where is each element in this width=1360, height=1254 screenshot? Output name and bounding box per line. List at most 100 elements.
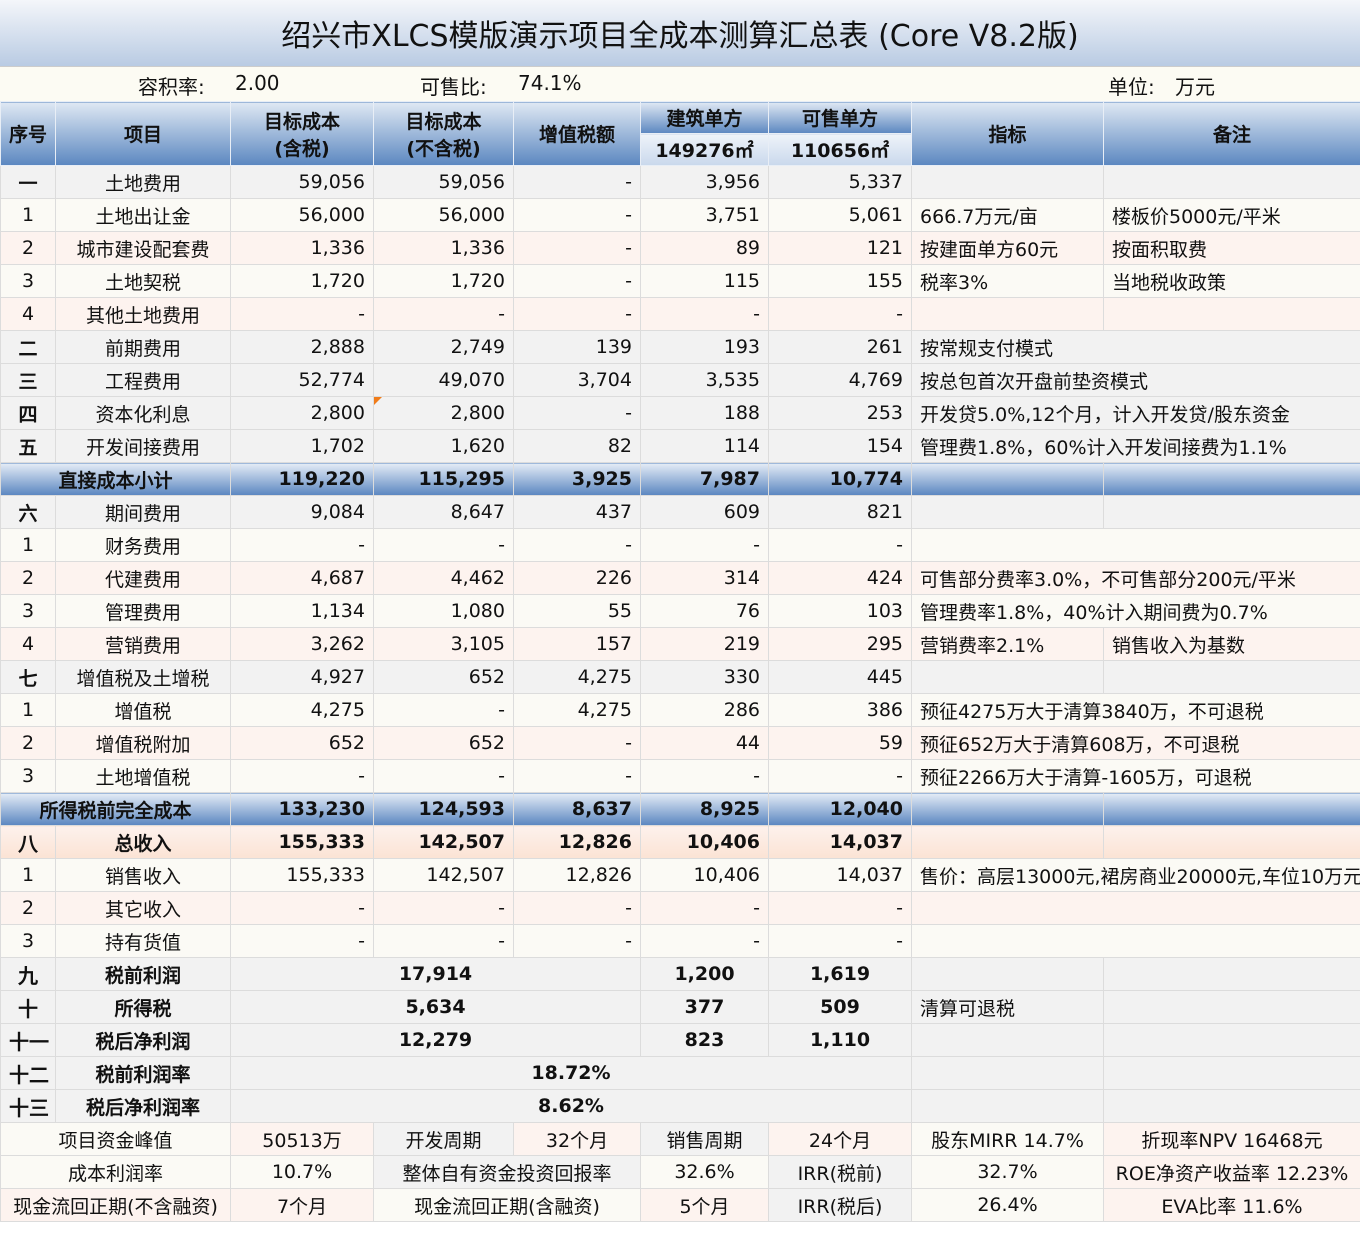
item-cell[interactable]: 税前利润率 xyxy=(55,1056,231,1090)
value-cell[interactable]: - xyxy=(640,891,769,925)
note-cell[interactable] xyxy=(1103,1023,1360,1057)
summary-label[interactable]: 成本利润率 xyxy=(0,1155,231,1189)
value-cell[interactable]: - xyxy=(373,297,514,331)
summary-label[interactable]: 整体自有资金投资回报率 xyxy=(373,1155,641,1189)
header-building-area[interactable]: 149276㎡ xyxy=(640,133,769,166)
value-cell[interactable]: 157 xyxy=(513,627,641,661)
item-cell[interactable]: 土地契税 xyxy=(55,264,231,298)
summary-label[interactable]: 项目资金峰值 xyxy=(0,1122,231,1156)
value-cell[interactable]: - xyxy=(513,198,641,232)
value-cell[interactable]: 59 xyxy=(768,726,912,760)
note-cell[interactable] xyxy=(1103,495,1360,529)
value-cell[interactable]: 821 xyxy=(768,495,912,529)
item-cell[interactable]: 税前利润 xyxy=(55,957,231,991)
value-cell[interactable]: - xyxy=(513,264,641,298)
indicator-cell[interactable]: 预征652万大于清算608万，不可退税 xyxy=(911,726,1360,760)
note-cell[interactable] xyxy=(1103,990,1360,1024)
value-cell[interactable]: - xyxy=(230,528,374,562)
indicator-cell[interactable]: 税率3% xyxy=(911,264,1104,298)
summary-value[interactable]: 10.7% xyxy=(230,1155,374,1189)
summary-label[interactable]: 开发周期 xyxy=(373,1122,514,1156)
summary-label[interactable]: IRR(税前) xyxy=(768,1155,912,1189)
indicator-cell[interactable]: 管理费率1.8%，40%计入期间费为0.7% xyxy=(911,594,1360,628)
value-cell[interactable]: - xyxy=(513,396,641,430)
indicator-cell[interactable]: 售价：高层13000元,裙房商业20000元,车位10万元/个 xyxy=(911,858,1360,892)
summary-label[interactable]: ROE净资产收益率 12.23% xyxy=(1103,1155,1360,1189)
value-cell[interactable]: 1,620 xyxy=(373,429,514,463)
value-cell[interactable]: 3,262 xyxy=(230,627,374,661)
value-cell[interactable]: 261 xyxy=(768,330,912,364)
value-cell[interactable]: 5,061 xyxy=(768,198,912,232)
value-cell[interactable]: 3,956 xyxy=(640,165,769,199)
indicator-cell[interactable] xyxy=(911,495,1104,529)
item-cell[interactable]: 增值税 xyxy=(55,693,231,727)
rate-value-cell[interactable]: 8.62% xyxy=(230,1089,912,1123)
note-cell[interactable] xyxy=(1103,825,1360,859)
no-cell[interactable]: 二 xyxy=(0,330,56,364)
summary-value[interactable]: 7个月 xyxy=(230,1188,374,1222)
value-cell[interactable]: 12,826 xyxy=(513,858,641,892)
item-cell[interactable]: 所得税前完全成本 xyxy=(0,792,231,826)
value-cell[interactable]: 4,927 xyxy=(230,660,374,694)
indicator-cell[interactable] xyxy=(911,825,1104,859)
value-cell[interactable]: 119,220 xyxy=(230,462,374,496)
value-cell[interactable]: - xyxy=(513,924,641,958)
no-cell[interactable]: 1 xyxy=(0,528,56,562)
indicator-cell[interactable] xyxy=(911,1056,1104,1090)
summary-label[interactable]: 现金流回正期(含融资) xyxy=(373,1188,641,1222)
value-cell[interactable]: 253 xyxy=(768,396,912,430)
rate-value-cell[interactable]: 18.72% xyxy=(230,1056,912,1090)
value-cell[interactable]: 114 xyxy=(640,429,769,463)
value-cell[interactable]: - xyxy=(373,693,514,727)
value-cell[interactable]: 1,336 xyxy=(230,231,374,265)
value-cell[interactable]: 4,462 xyxy=(373,561,514,595)
indicator-cell[interactable] xyxy=(911,924,1360,958)
value-cell[interactable]: 124,593 xyxy=(373,792,514,826)
item-cell[interactable]: 土地增值税 xyxy=(55,759,231,793)
value-cell[interactable]: 9,084 xyxy=(230,495,374,529)
value-cell[interactable]: - xyxy=(640,759,769,793)
no-cell[interactable]: 十一 xyxy=(0,1023,56,1057)
note-cell[interactable]: 楼板价5000元/平米 xyxy=(1103,198,1360,232)
indicator-cell[interactable] xyxy=(911,528,1360,562)
item-cell[interactable]: 总收入 xyxy=(55,825,231,859)
value-cell[interactable]: 2,800 xyxy=(373,396,514,430)
value-cell[interactable]: - xyxy=(373,528,514,562)
value-cell[interactable]: 115,295 xyxy=(373,462,514,496)
value-cell[interactable]: - xyxy=(640,297,769,331)
indicator-cell[interactable]: 预征2266万大于清算-1605万，可退税 xyxy=(911,759,1360,793)
profit-total-cell[interactable]: 5,634 xyxy=(230,990,641,1024)
value-cell[interactable]: 445 xyxy=(768,660,912,694)
note-cell[interactable] xyxy=(1103,957,1360,991)
value-cell[interactable]: 3,105 xyxy=(373,627,514,661)
header-saleable-area[interactable]: 110656㎡ xyxy=(768,133,912,166)
indicator-cell[interactable]: 按常规支付模式 xyxy=(911,330,1360,364)
value-cell[interactable]: 56,000 xyxy=(373,198,514,232)
indicator-cell[interactable]: 预征4275万大于清算3840万，不可退税 xyxy=(911,693,1360,727)
header-no[interactable]: 序号 xyxy=(0,101,56,166)
item-cell[interactable]: 其它收入 xyxy=(55,891,231,925)
item-cell[interactable]: 税后净利润 xyxy=(55,1023,231,1057)
value-cell[interactable]: - xyxy=(640,528,769,562)
profit-total-cell[interactable]: 12,279 xyxy=(230,1023,641,1057)
value-cell[interactable]: 330 xyxy=(640,660,769,694)
indicator-cell[interactable]: 营销费率2.1% xyxy=(911,627,1104,661)
item-cell[interactable]: 资本化利息 xyxy=(55,396,231,430)
value-cell[interactable]: 8,637 xyxy=(513,792,641,826)
value-cell[interactable]: 133,230 xyxy=(230,792,374,826)
value-cell[interactable]: 76 xyxy=(640,594,769,628)
no-cell[interactable]: 十 xyxy=(0,990,56,1024)
summary-label[interactable]: 股东MIRR 14.7% xyxy=(911,1122,1104,1156)
value-cell[interactable]: 4,275 xyxy=(513,660,641,694)
value-cell[interactable]: 3,925 xyxy=(513,462,641,496)
value-cell[interactable]: 1,080 xyxy=(373,594,514,628)
item-cell[interactable]: 营销费用 xyxy=(55,627,231,661)
building-unit-cell[interactable]: 823 xyxy=(640,1023,769,1057)
item-cell[interactable]: 期间费用 xyxy=(55,495,231,529)
value-cell[interactable]: 314 xyxy=(640,561,769,595)
no-cell[interactable]: 4 xyxy=(0,627,56,661)
value-cell[interactable]: 188 xyxy=(640,396,769,430)
no-cell[interactable]: 五 xyxy=(0,429,56,463)
value-cell[interactable]: 437 xyxy=(513,495,641,529)
value-cell[interactable]: 226 xyxy=(513,561,641,595)
